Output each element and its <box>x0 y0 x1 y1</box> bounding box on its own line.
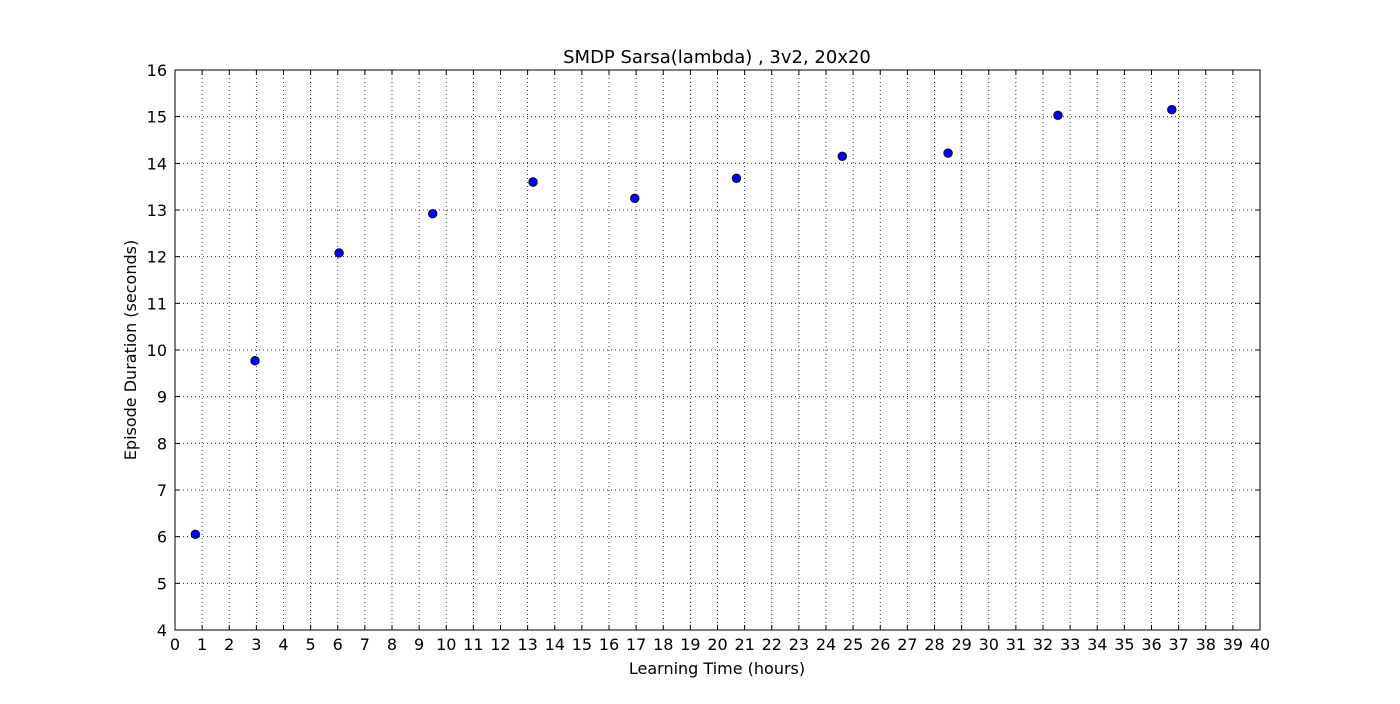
x-tick-label: 36 <box>1141 635 1161 654</box>
x-tick-label: 37 <box>1168 635 1188 654</box>
x-tick-label: 21 <box>734 635 754 654</box>
x-tick-label: 6 <box>333 635 343 654</box>
y-tick-label: 13 <box>147 201 167 220</box>
x-tick-label: 25 <box>843 635 863 654</box>
y-tick-label: 4 <box>157 621 167 640</box>
data-point <box>943 148 953 158</box>
x-tick-label: 1 <box>197 635 207 654</box>
y-tick-label: 12 <box>147 248 167 267</box>
y-tick-label: 6 <box>157 528 167 547</box>
x-tick-label: 5 <box>306 635 316 654</box>
x-tick-label: 19 <box>680 635 700 654</box>
x-tick-label: 3 <box>251 635 261 654</box>
x-tick-label: 30 <box>979 635 999 654</box>
x-tick-label: 33 <box>1060 635 1080 654</box>
x-tick-label: 10 <box>436 635 456 654</box>
x-tick-label: 22 <box>762 635 782 654</box>
x-tick-label: 23 <box>789 635 809 654</box>
x-tick-label: 13 <box>517 635 537 654</box>
data-points <box>190 104 1177 540</box>
x-tick-label: 32 <box>1033 635 1053 654</box>
y-tick-labels: 4 5 6 7 8 9 10 11 12 13 14 15 16 <box>147 61 167 640</box>
x-tick-label: 18 <box>653 635 673 654</box>
x-tick-label: 28 <box>924 635 944 654</box>
y-tick-label: 16 <box>147 61 167 80</box>
y-tick-label: 8 <box>157 434 167 453</box>
x-tick-label: 17 <box>626 635 646 654</box>
data-point <box>190 529 201 540</box>
x-tick-label: 0 <box>170 635 180 654</box>
x-tick-label: 31 <box>1006 635 1026 654</box>
data-point <box>250 356 260 366</box>
y-axis-title: Episode Duration (seconds) <box>121 240 140 460</box>
x-tick-label: 40 <box>1250 635 1270 654</box>
x-tick-label: 26 <box>870 635 890 654</box>
y-tick-label: 14 <box>147 154 167 173</box>
x-tick-label: 16 <box>599 635 619 654</box>
x-axis-title: Learning Time (hours) <box>629 659 805 678</box>
x-tick-label: 24 <box>816 635 836 654</box>
x-tick-label: 27 <box>897 635 917 654</box>
y-tick-label: 9 <box>157 388 167 407</box>
grid-lines <box>175 70 1260 630</box>
x-tick-label: 20 <box>707 635 727 654</box>
x-tick-label: 7 <box>360 635 370 654</box>
x-tick-label: 15 <box>572 635 592 654</box>
data-point <box>731 173 742 183</box>
x-tick-label: 39 <box>1223 635 1243 654</box>
x-tick-label: 29 <box>951 635 971 654</box>
x-tick-label: 34 <box>1087 635 1107 654</box>
data-point <box>630 193 640 204</box>
x-tick-label: 38 <box>1196 635 1216 654</box>
x-tick-label: 14 <box>545 635 565 654</box>
y-tick-label: 10 <box>147 341 167 360</box>
y-tick-label: 15 <box>147 108 167 127</box>
x-tick-label: 8 <box>387 635 397 654</box>
x-tick-label: 12 <box>490 635 510 654</box>
data-point <box>1167 104 1177 115</box>
data-point <box>1053 110 1063 120</box>
x-tick-label: 4 <box>278 635 288 654</box>
data-point <box>837 151 847 162</box>
x-tick-label: 2 <box>224 635 234 654</box>
y-tick-label: 7 <box>157 481 167 500</box>
chart-title: SMDP Sarsa(lambda) , 3v2, 20x20 <box>563 47 871 68</box>
axis-ticks <box>174 69 1261 631</box>
data-point <box>528 177 538 187</box>
x-tick-labels: 0 1 2 3 4 5 6 7 8 9 10 11 12 13 14 15 16 17 18 19 20 21 22 23 24… <box>170 635 1270 654</box>
y-tick-label: 5 <box>157 574 167 593</box>
x-tick-label: 9 <box>414 635 424 654</box>
data-point <box>427 209 438 219</box>
y-tick-label: 11 <box>147 294 167 313</box>
data-point <box>334 248 344 258</box>
x-tick-label: 35 <box>1114 635 1134 654</box>
x-tick-label: 11 <box>463 635 483 654</box>
